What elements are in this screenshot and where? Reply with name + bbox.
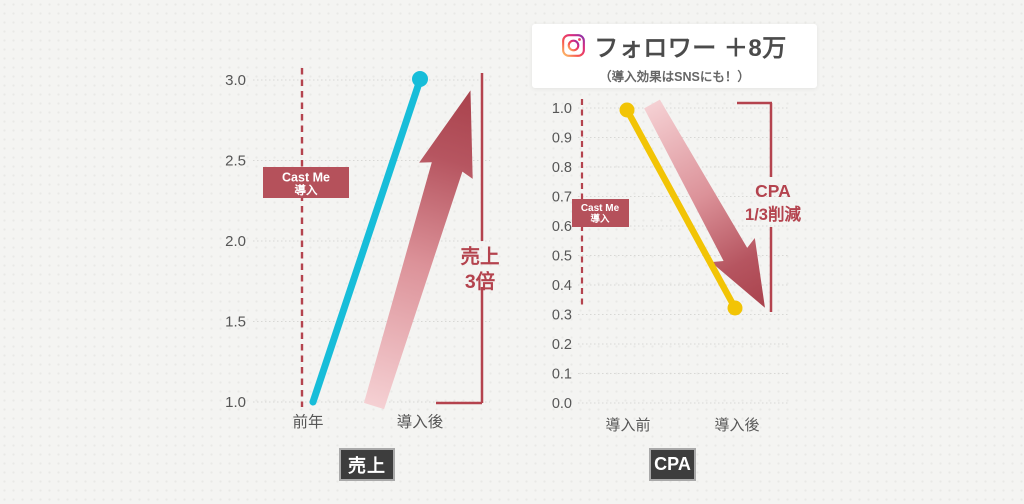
cpa-ytick: 0.0	[552, 396, 572, 412]
cpa-castme-badge-line1: Cast Me	[581, 203, 620, 214]
cpa-ytick: 0.1	[552, 367, 572, 383]
cpa-chart-title: CPA	[649, 448, 696, 481]
cpa-ytick: 0.8	[552, 160, 572, 176]
sales-ytick: 2.5	[225, 153, 246, 170]
sales-xtick-after: 導入後	[397, 413, 444, 431]
sales-y-axis: 3.0 2.5 2.0 1.5 1.0	[225, 72, 246, 411]
cpa-ytick: 0.4	[552, 278, 572, 294]
cpa-startpoint-dot	[619, 102, 635, 118]
sales-ytick: 3.0	[225, 72, 246, 89]
sales-x-axis: 前年 導入後	[292, 413, 443, 431]
cpa-ytick: 0.5	[552, 249, 572, 265]
sales-endpoint-dot	[412, 71, 428, 87]
cpa-chart: 1.0 0.9 0.8 0.7 0.6 0.5 0.4 0.3 0.2 0.1 …	[552, 99, 801, 434]
sales-chart: 3.0 2.5 2.0 1.5 1.0 Cast Me 導入 売上	[225, 68, 500, 431]
sales-ytick: 2.0	[225, 233, 246, 250]
sales-castme-badge-line1: Cast Me	[282, 171, 330, 185]
cpa-data-line	[623, 106, 739, 312]
cpa-reduction-arrow	[644, 99, 765, 308]
cpa-note-line2: 1/3削減	[745, 204, 801, 224]
cpa-ytick: 0.2	[552, 337, 572, 353]
cpa-ytick: 0.9	[552, 131, 572, 147]
cpa-ytick: 0.7	[552, 190, 572, 206]
cpa-xtick-after: 導入後	[714, 417, 759, 434]
callout-title-row: フォロワー ＋8万	[562, 28, 787, 63]
sales-bracket	[436, 73, 484, 405]
cpa-endpoint-dot	[727, 300, 743, 316]
cpa-note-line1: CPA	[755, 181, 791, 201]
cpa-castme-badge: Cast Me 導入	[572, 199, 629, 227]
sales-chart-title: 売上	[339, 448, 395, 481]
instagram-icon	[562, 33, 586, 57]
followers-count-text: フォロワー ＋8万	[594, 34, 787, 62]
callout-subtitle: （導入効果はSNSにも！）	[599, 69, 750, 84]
cpa-ytick: 0.6	[552, 219, 572, 235]
sales-ytick: 1.5	[225, 314, 246, 331]
sales-data-line	[309, 76, 424, 406]
sales-note-line1: 売上	[460, 245, 499, 268]
cpa-ytick: 1.0	[552, 101, 572, 117]
sales-note: 売上 3倍	[460, 245, 499, 293]
cpa-x-axis: 導入前 導入後	[605, 417, 759, 434]
cpa-note: CPA 1/3削減	[745, 181, 801, 224]
cpa-y-axis: 1.0 0.9 0.8 0.7 0.6 0.5 0.4 0.3 0.2 0.1 …	[552, 101, 572, 412]
sales-xtick-before: 前年	[292, 413, 323, 431]
sales-note-line2: 3倍	[465, 270, 496, 293]
cpa-gridlines	[578, 107, 788, 404]
cpa-xtick-before: 導入前	[605, 417, 650, 434]
sales-ytick: 1.0	[225, 394, 246, 411]
sales-castme-badge-line2: 導入	[295, 183, 318, 197]
sales-castme-badge: Cast Me 導入	[263, 167, 349, 198]
cpa-castme-badge-line2: 導入	[590, 213, 610, 225]
sales-growth-arrow	[363, 90, 473, 410]
followers-callout-card: フォロワー ＋8万 （導入効果はSNSにも！）	[532, 24, 817, 88]
cpa-ytick: 0.3	[552, 308, 572, 324]
cpa-bracket	[737, 101, 773, 312]
